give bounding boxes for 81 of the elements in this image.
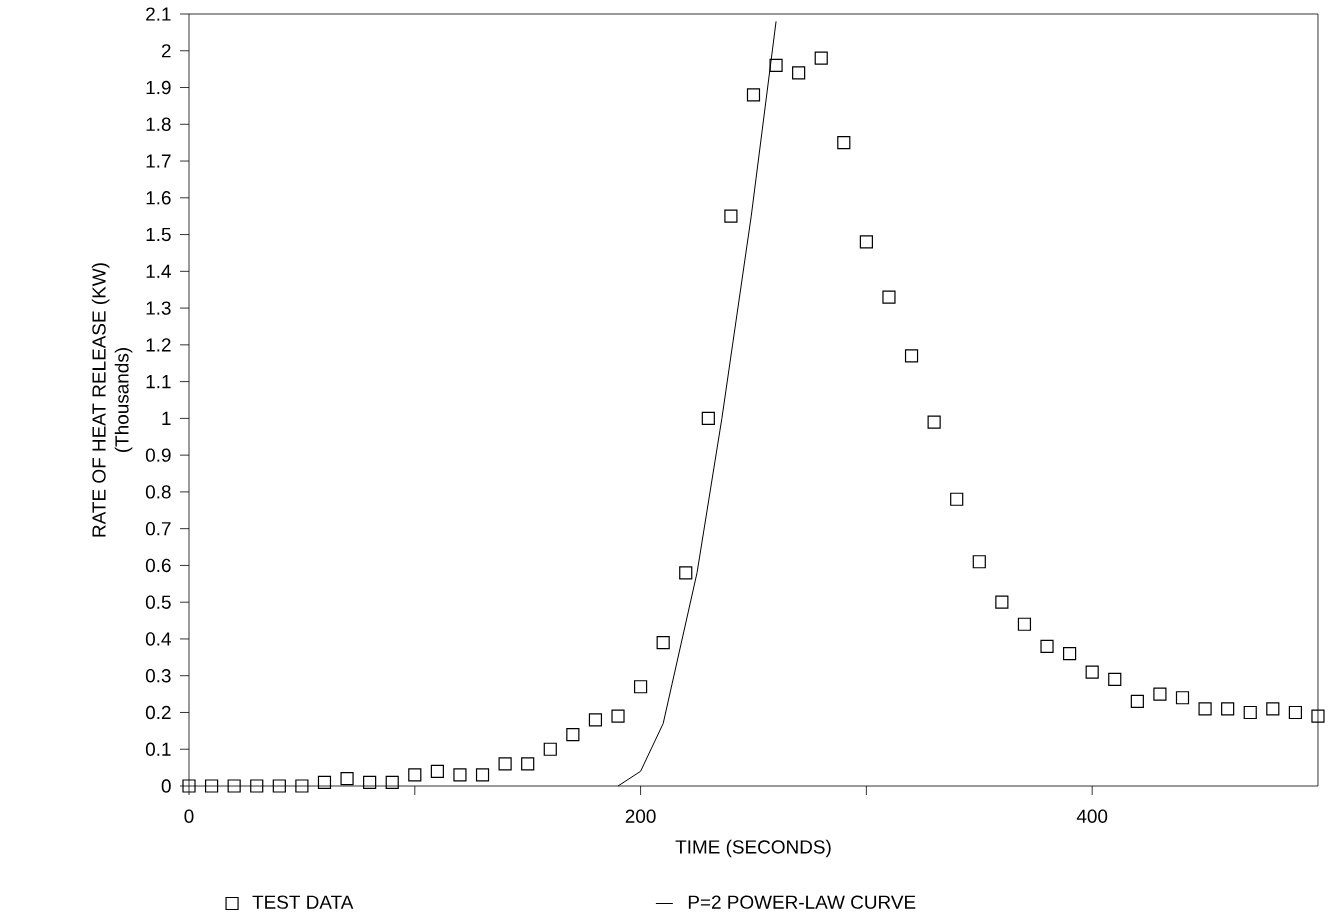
point	[950, 492, 964, 506]
point	[1243, 705, 1257, 720]
point	[1108, 672, 1122, 686]
y-tick-label: 1.4	[146, 264, 171, 278]
text: (Thousands)	[114, 348, 133, 452]
point	[385, 775, 399, 789]
point	[588, 713, 603, 727]
x-axis-title: TIME (SECONDS)	[675, 839, 831, 858]
point	[611, 709, 625, 723]
point	[904, 349, 919, 363]
y-tick-label: 1.8	[146, 117, 171, 131]
point	[792, 66, 806, 80]
y-tick-label: 0.2	[145, 705, 171, 720]
point	[859, 235, 873, 249]
y-tick-label: 1.3	[146, 301, 171, 315]
legend-label: P=2 POWER-LAW CURVE	[688, 895, 916, 909]
point	[340, 772, 354, 786]
y-tick-label: 0	[161, 779, 171, 793]
x-tick-label: 200	[625, 809, 656, 823]
y-tick-label: 1.7	[146, 154, 171, 168]
y-tick-label: 1.9	[146, 80, 171, 95]
point	[882, 290, 896, 304]
point	[543, 742, 557, 756]
point	[1130, 694, 1144, 709]
point	[746, 88, 761, 102]
y-tick-label: 1	[162, 411, 171, 425]
point	[204, 779, 219, 793]
point	[475, 768, 490, 782]
point	[1153, 687, 1167, 701]
y-tick-label: 0.4	[145, 632, 171, 646]
point	[453, 768, 467, 782]
point	[769, 58, 783, 73]
legend-label: TEST DATA	[252, 895, 354, 909]
point	[1198, 702, 1212, 716]
point	[521, 757, 535, 771]
point	[1085, 665, 1099, 679]
point	[363, 775, 377, 789]
point	[972, 555, 986, 569]
y-tick-label: 1.2	[146, 338, 171, 352]
point	[272, 779, 286, 793]
point	[633, 680, 648, 694]
point	[295, 779, 309, 793]
y-tick-label: 0.3	[145, 669, 171, 683]
point	[724, 209, 738, 223]
point	[250, 779, 264, 793]
y-tick-label: 2	[161, 44, 171, 58]
y-tick-label: 0.9	[145, 448, 171, 462]
y-tick-label: 1.5	[146, 227, 171, 242]
point	[1311, 709, 1325, 723]
y-tick-label: 1.6	[146, 191, 171, 205]
point	[498, 757, 512, 771]
y-tick-label: 0.7	[145, 521, 171, 536]
point	[927, 415, 941, 429]
y-tick-label: 0.6	[145, 558, 171, 573]
point	[679, 566, 693, 580]
x-tick-label: 400	[1076, 809, 1108, 823]
point	[837, 136, 851, 150]
x-tick-label: 0	[184, 809, 194, 823]
y-tick-label: 0.8	[145, 485, 171, 499]
point	[1063, 647, 1077, 661]
y-tick-label: 2.1	[146, 7, 171, 21]
point	[701, 411, 715, 425]
y-axis-title: RATE OF HEAT RELEASE (KW)	[91, 263, 110, 537]
point	[814, 51, 828, 65]
point	[1017, 617, 1032, 631]
point	[1266, 702, 1280, 716]
point	[656, 636, 670, 650]
point	[317, 775, 332, 789]
y-tick-label: 0.5	[145, 595, 171, 609]
point	[430, 764, 444, 778]
point	[182, 779, 196, 793]
y-tick-label: 0.1	[145, 742, 171, 756]
point	[995, 595, 1009, 609]
y-tick-label: 1.1	[146, 375, 171, 389]
point	[408, 768, 422, 782]
point	[227, 779, 241, 793]
point	[1175, 691, 1190, 705]
point	[1040, 639, 1054, 653]
point	[1221, 702, 1235, 716]
point	[566, 727, 580, 742]
point	[1288, 705, 1302, 720]
